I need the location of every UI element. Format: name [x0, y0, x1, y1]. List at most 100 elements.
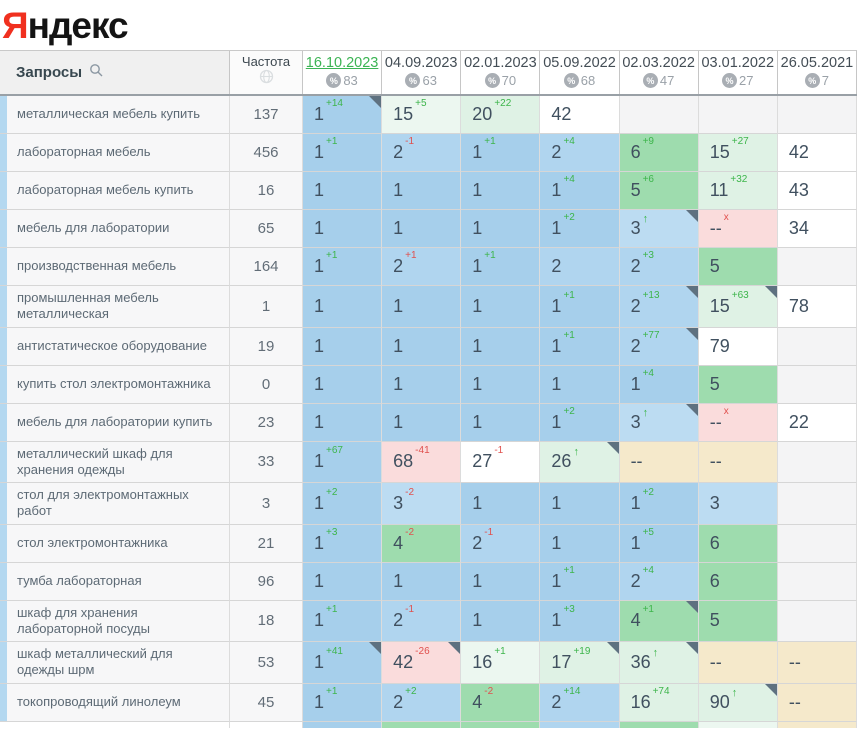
- position-cell[interactable]: 5: [698, 248, 778, 286]
- position-cell[interactable]: 1+2: [540, 210, 620, 248]
- position-cell[interactable]: 1+2: [540, 403, 620, 442]
- position-cell[interactable]: 1+67: [303, 441, 383, 483]
- position-cell[interactable]: 1: [382, 327, 462, 366]
- position-cell[interactable]: 1: [461, 600, 541, 642]
- position-cell[interactable]: 1+1: [540, 286, 620, 328]
- position-cell[interactable]: 1+2: [619, 483, 699, 525]
- position-cell[interactable]: --: [777, 642, 857, 684]
- position-cell[interactable]: 1: [461, 562, 541, 601]
- position-cell[interactable]: [698, 96, 778, 134]
- position-cell[interactable]: 1: [382, 172, 462, 210]
- query-cell[interactable]: купить стол электромонтажника: [0, 365, 230, 404]
- position-cell[interactable]: --x: [698, 403, 778, 442]
- position-cell[interactable]: 1: [303, 172, 383, 210]
- position-cell[interactable]: 1: [382, 210, 462, 248]
- query-cell[interactable]: стол для электромонтажных работ: [0, 483, 230, 525]
- position-cell[interactable]: 1: [303, 403, 383, 442]
- position-cell[interactable]: 79: [698, 327, 778, 366]
- position-cell[interactable]: 1+1: [540, 327, 620, 366]
- position-cell[interactable]: 22: [777, 403, 857, 442]
- position-cell[interactable]: [619, 96, 699, 134]
- position-cell[interactable]: 42: [777, 134, 857, 172]
- query-cell[interactable]: мебель для лаборатории купить: [0, 403, 230, 442]
- position-cell[interactable]: 1: [303, 286, 383, 328]
- position-cell[interactable]: 15+63: [698, 286, 778, 328]
- position-cell[interactable]: 1+2: [303, 483, 383, 525]
- position-cell[interactable]: [777, 327, 857, 366]
- position-cell[interactable]: 1+1: [303, 248, 383, 286]
- position-cell[interactable]: 1: [303, 327, 383, 366]
- query-cell[interactable]: тумба лабораторная: [0, 562, 230, 601]
- position-cell[interactable]: [777, 600, 857, 642]
- position-cell[interactable]: --: [619, 441, 699, 483]
- position-cell[interactable]: 5+6: [619, 172, 699, 210]
- position-cell[interactable]: 1: [461, 403, 541, 442]
- position-cell[interactable]: 2+14: [540, 683, 620, 722]
- position-cell[interactable]: 1+1: [303, 600, 383, 642]
- position-cell[interactable]: 1: [540, 483, 620, 525]
- position-cell[interactable]: 1: [461, 210, 541, 248]
- position-cell[interactable]: 16+1: [461, 642, 541, 684]
- position-cell[interactable]: 2-1: [382, 134, 462, 172]
- position-cell[interactable]: 1+1: [303, 683, 383, 722]
- position-cell[interactable]: 2+2: [382, 683, 462, 722]
- position-cell[interactable]: 5: [698, 600, 778, 642]
- query-cell[interactable]: токопроводящий линолеум: [0, 683, 230, 722]
- position-cell[interactable]: [777, 96, 857, 134]
- position-cell[interactable]: 1+41: [303, 642, 383, 684]
- position-cell[interactable]: 1: [540, 365, 620, 404]
- position-cell[interactable]: 1: [303, 210, 383, 248]
- position-cell[interactable]: 42: [540, 96, 620, 134]
- query-cell[interactable]: лабораторная мебель: [0, 134, 230, 172]
- position-cell[interactable]: 2+77: [619, 327, 699, 366]
- position-cell[interactable]: 1+4: [619, 365, 699, 404]
- query-cell[interactable]: производственная мебель: [0, 248, 230, 286]
- position-cell[interactable]: 27-1: [461, 441, 541, 483]
- position-cell[interactable]: 26 ↑: [540, 441, 620, 483]
- position-cell[interactable]: --: [698, 441, 778, 483]
- position-cell[interactable]: 43: [777, 172, 857, 210]
- position-cell[interactable]: 2+13: [619, 286, 699, 328]
- position-cell[interactable]: 1+3: [540, 600, 620, 642]
- position-cell[interactable]: --x: [698, 210, 778, 248]
- query-cell[interactable]: лабораторная мебель купить: [0, 172, 230, 210]
- date-link[interactable]: 26.05.2021: [780, 55, 854, 71]
- query-cell[interactable]: стол электромонтажника: [0, 524, 230, 563]
- position-cell[interactable]: 3 ↑: [619, 210, 699, 248]
- query-cell[interactable]: шкаф металлический для одежды шрм: [0, 642, 230, 684]
- position-cell[interactable]: 1+3: [303, 524, 383, 563]
- position-cell[interactable]: 6: [698, 524, 778, 563]
- position-cell[interactable]: [777, 483, 857, 525]
- query-cell[interactable]: промышленная мебель металлическая: [0, 286, 230, 328]
- position-cell[interactable]: 1: [461, 172, 541, 210]
- position-cell[interactable]: 6+9: [619, 134, 699, 172]
- position-cell[interactable]: 68-41: [382, 441, 462, 483]
- position-cell[interactable]: 1+1: [461, 134, 541, 172]
- date-link[interactable]: 02.03.2022: [622, 55, 695, 71]
- position-cell[interactable]: 2-1: [461, 524, 541, 563]
- position-cell[interactable]: [777, 365, 857, 404]
- position-cell[interactable]: 1+5: [619, 524, 699, 563]
- query-cell[interactable]: мебель для лаборатории: [0, 210, 230, 248]
- position-cell[interactable]: 20+22: [461, 96, 541, 134]
- position-cell[interactable]: 5: [698, 365, 778, 404]
- position-cell[interactable]: 2+3: [619, 248, 699, 286]
- position-cell[interactable]: --: [777, 683, 857, 722]
- position-cell[interactable]: 4+1: [619, 600, 699, 642]
- position-cell[interactable]: 3-2: [382, 483, 462, 525]
- position-cell[interactable]: 1+1: [461, 248, 541, 286]
- query-cell[interactable]: шкаф для хранения лабораторной посуды: [0, 600, 230, 642]
- position-cell[interactable]: 1: [382, 562, 462, 601]
- position-cell[interactable]: [777, 524, 857, 563]
- position-cell[interactable]: 36 ↑: [619, 642, 699, 684]
- date-link[interactable]: 02.01.2023: [464, 55, 537, 71]
- position-cell[interactable]: 1: [382, 403, 462, 442]
- position-cell[interactable]: 4-2: [461, 683, 541, 722]
- position-cell[interactable]: 16+74: [619, 683, 699, 722]
- position-cell[interactable]: 1: [461, 365, 541, 404]
- position-cell[interactable]: 15+5: [382, 96, 462, 134]
- query-cell[interactable]: металлическая мебель купить: [0, 96, 230, 134]
- position-cell[interactable]: 78: [777, 286, 857, 328]
- position-cell[interactable]: 1: [461, 327, 541, 366]
- position-cell[interactable]: 17+19: [540, 642, 620, 684]
